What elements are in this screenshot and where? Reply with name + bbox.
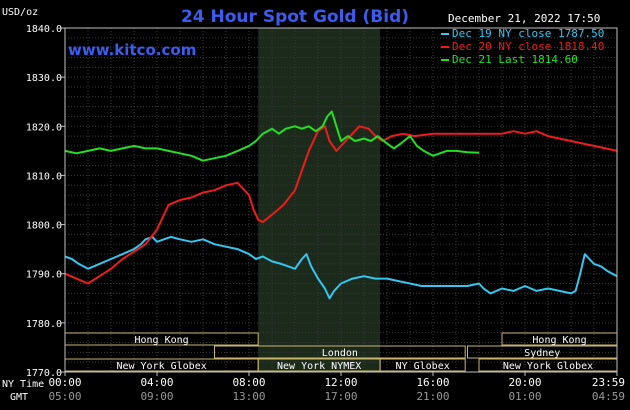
market-session-label: New York Globex (503, 361, 593, 372)
y-tick-label: 1840.0 (26, 24, 62, 35)
series-line-1 (64, 125, 618, 285)
market-session-label: New York NYMEX (277, 361, 361, 372)
x-tick-label: 00:00 (48, 376, 81, 389)
y-tick-label: 1780.0 (26, 319, 62, 330)
gmt-tick-label: 05:00 (48, 390, 81, 403)
unit-label: USD/oz (2, 7, 38, 18)
x-tick-label: 16:00 (416, 376, 449, 389)
gmt-label: GMT (10, 392, 28, 403)
x-tick-label: 08:00 (232, 376, 265, 389)
market-session-label: NY Globex (396, 361, 450, 372)
gmt-tick-label: 13:00 (232, 390, 265, 403)
series-line-0 (64, 235, 618, 300)
market-session-bar (214, 345, 466, 359)
x-tick-label: 12:00 (324, 376, 357, 389)
nymex-session-shade (258, 28, 381, 372)
market-session-label: Hong Kong (532, 335, 586, 346)
x-tick-label: 04:00 (140, 376, 173, 389)
y-tick-label: 1830.0 (26, 73, 62, 84)
gmt-tick-label: 21:00 (416, 390, 449, 403)
ny-time-label: NY Time (2, 379, 44, 390)
y-tick-label: 1770.0 (26, 368, 62, 379)
x-tick-label: 20:00 (508, 376, 541, 389)
gmt-tick-label: 17:00 (324, 390, 357, 403)
y-tick-label: 1800.0 (26, 221, 62, 232)
x-tick-label: 23:59 (592, 376, 625, 389)
legend-dec20: Dec 20 NY close 1818.40 (452, 40, 604, 53)
y-tick-label: 1790.0 (26, 270, 62, 281)
market-session-label: Sydney (524, 348, 560, 359)
y-tick-label: 1820.0 (26, 122, 62, 133)
y-tick-label: 1810.0 (26, 171, 62, 182)
legend: Dec 19 NY close 1787.50 Dec 20 NY close … (441, 27, 604, 66)
legend-dec19: Dec 19 NY close 1787.50 (452, 27, 604, 40)
chart-title: 24 Hour Spot Gold (Bid) (181, 7, 409, 27)
market-session-label: London (322, 348, 358, 359)
timestamp: December 21, 2022 17:50 (448, 12, 600, 25)
series-line-2 (64, 110, 480, 162)
market-session-bar (379, 358, 466, 372)
market-session-label: Hong Kong (135, 335, 189, 346)
website-url[interactable]: www.kitco.com (68, 41, 196, 59)
gmt-tick-label: 01:00 (508, 390, 541, 403)
market-session-label: New York Globex (116, 361, 206, 372)
gmt-tick-label: 04:59 (592, 390, 625, 403)
gmt-tick-label: 09:00 (140, 390, 173, 403)
legend-dec21: Dec 21 Last 1814.60 (452, 53, 578, 66)
